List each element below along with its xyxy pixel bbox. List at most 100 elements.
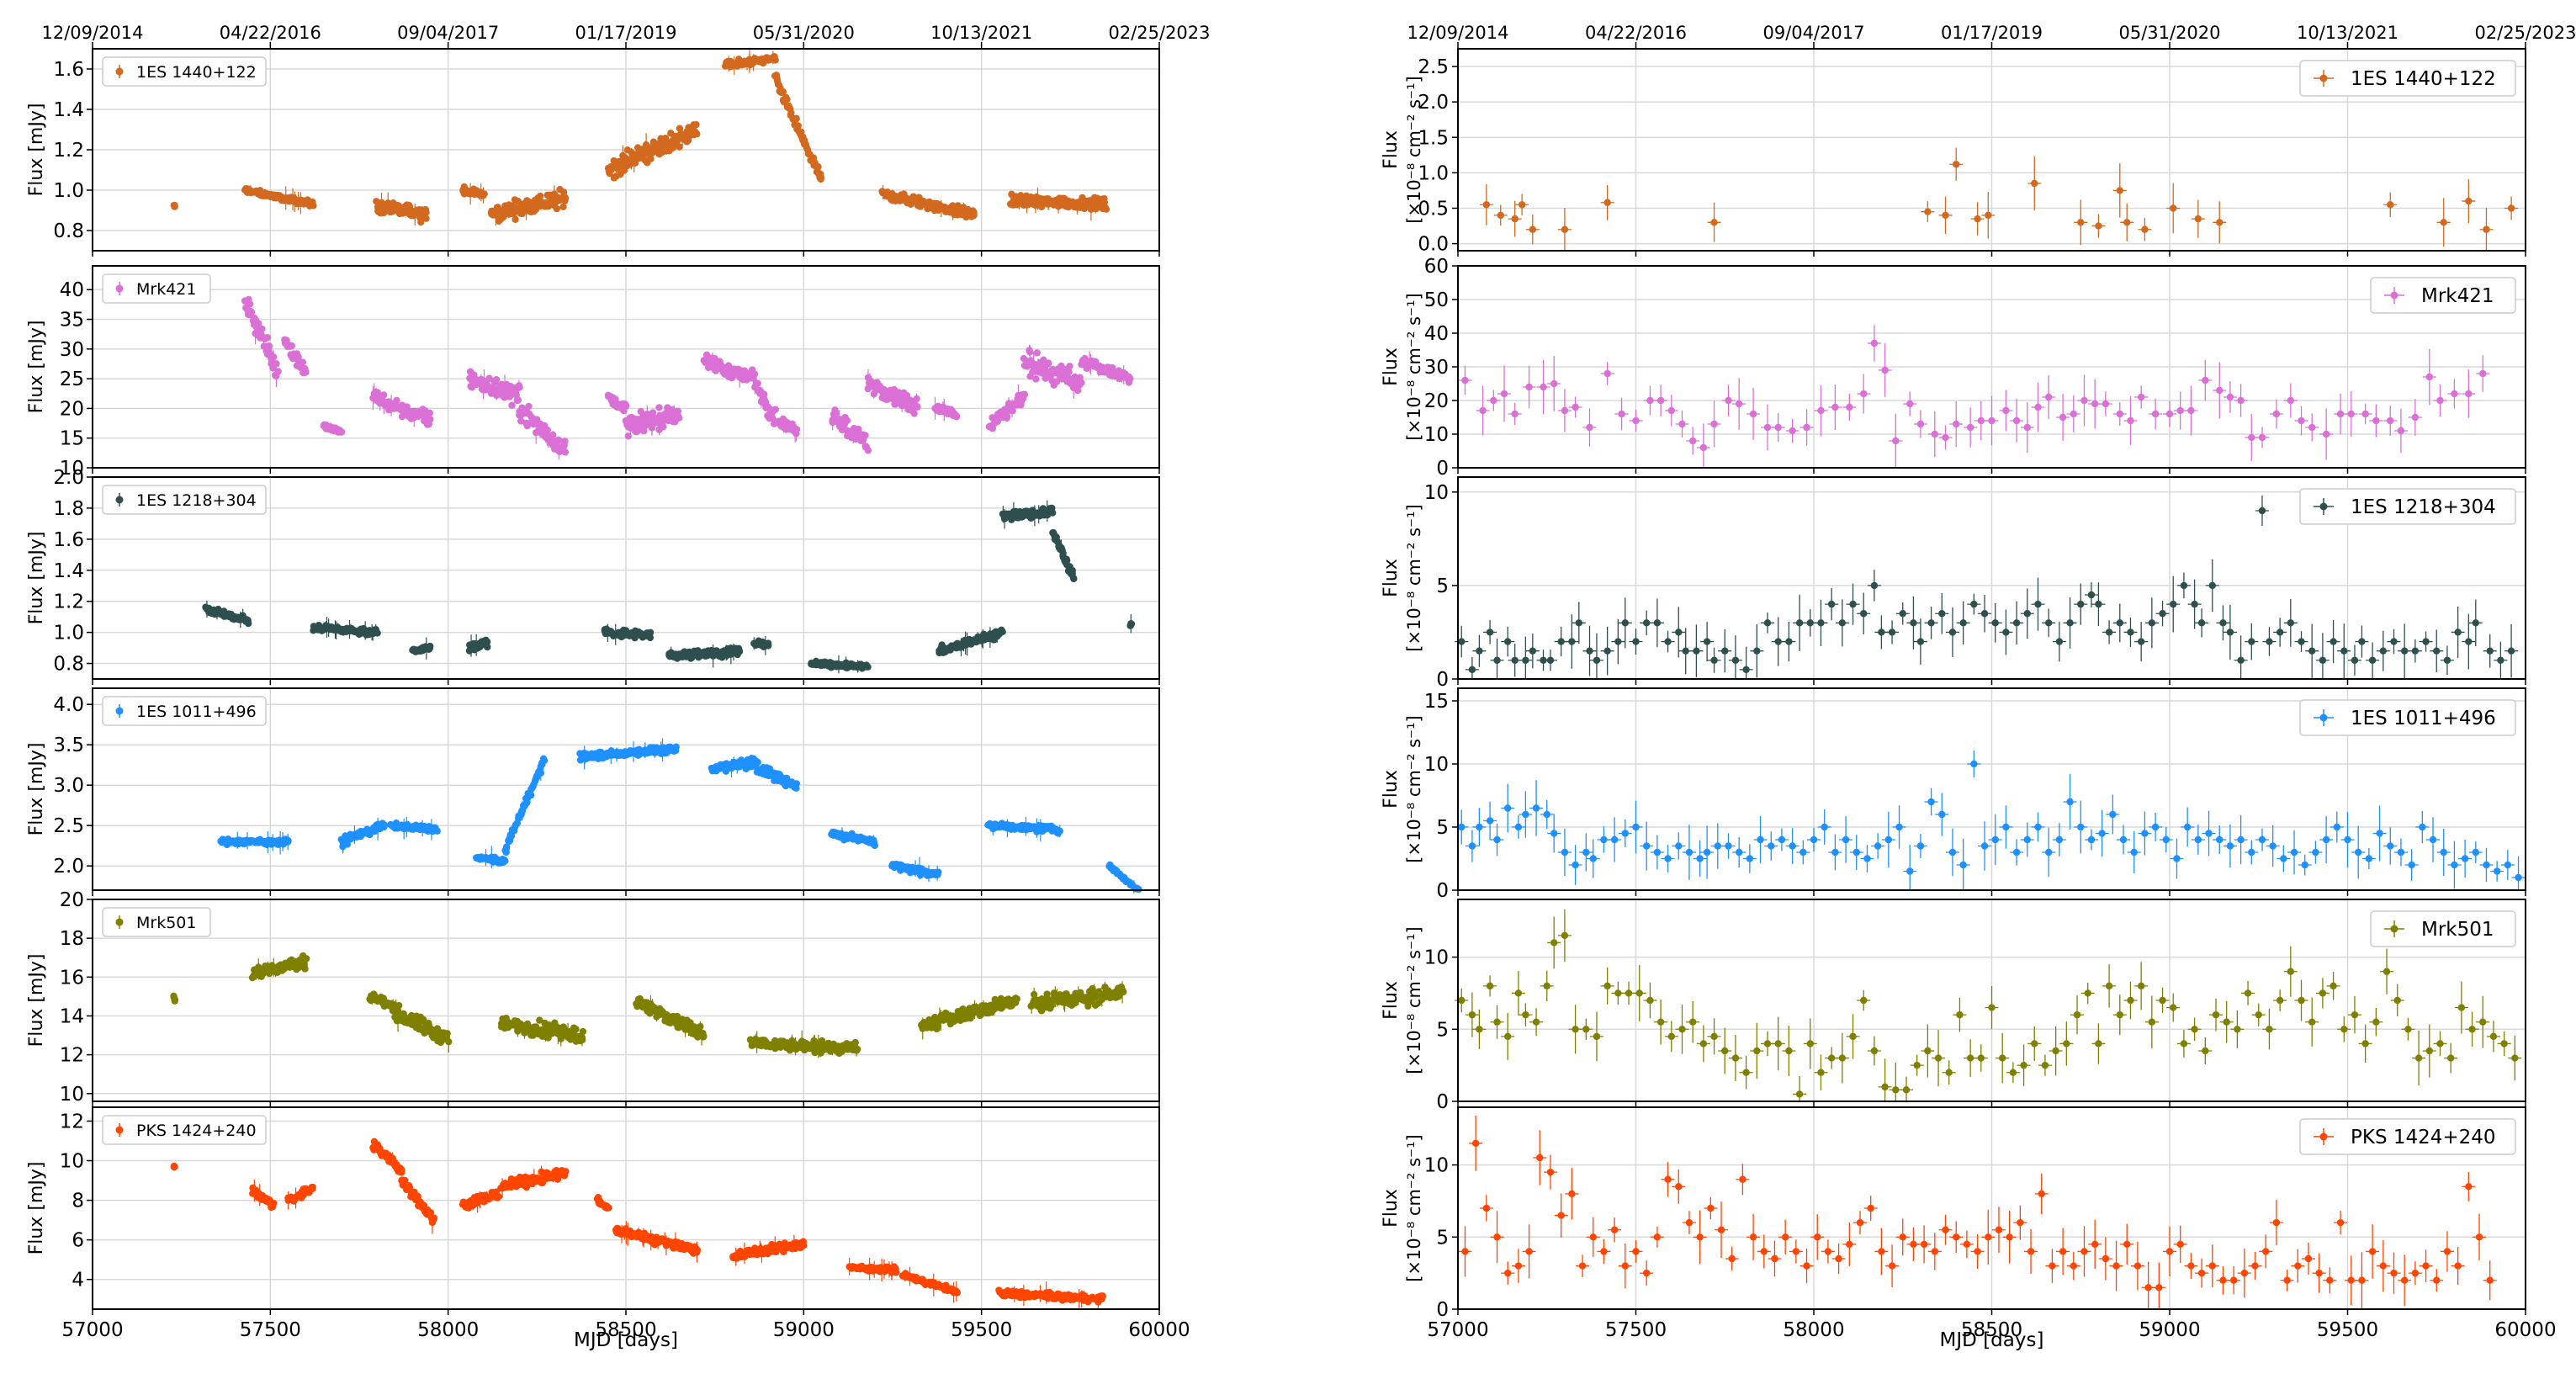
data-point	[851, 1038, 859, 1047]
data-point	[572, 1026, 580, 1033]
data-point	[1066, 363, 1073, 370]
data-point	[792, 430, 800, 438]
y-tick-label: 1.8	[53, 498, 84, 520]
y-tick-label: 4.0	[53, 694, 84, 716]
y-tick-label: 2.0	[53, 856, 84, 878]
top-date-label: 10/13/2021	[930, 23, 1032, 43]
data-point	[288, 342, 295, 350]
data-point	[561, 194, 570, 202]
y-tick-label: 20	[60, 889, 84, 911]
data-point	[754, 758, 761, 766]
data-point	[1126, 622, 1134, 629]
data-point	[561, 448, 570, 456]
data-point	[553, 204, 560, 213]
data-point	[754, 379, 761, 387]
data-point	[914, 403, 921, 411]
data-point	[676, 414, 683, 422]
data-point	[445, 1037, 453, 1046]
data-point	[511, 215, 519, 223]
y-tick-label: 0.8	[53, 220, 84, 242]
data-point	[170, 1162, 178, 1170]
data-point	[374, 629, 381, 637]
data-point	[792, 114, 800, 123]
legend-label: Mrk421	[136, 280, 196, 299]
top-date-label: 09/04/2017	[397, 23, 499, 43]
data-point	[832, 409, 840, 417]
y-axis-label: Flux [mJy]	[26, 103, 47, 197]
legend-marker	[115, 284, 124, 293]
data-point	[692, 120, 700, 129]
legend-marker	[115, 496, 124, 504]
top-date-label: 12/09/2014	[41, 23, 143, 43]
y-tick-label: 1.4	[53, 99, 84, 121]
data-point	[676, 125, 684, 132]
y-tick-label: 3.5	[53, 735, 84, 756]
data-point	[395, 1001, 403, 1010]
data-point	[1126, 374, 1134, 382]
data-point	[693, 130, 701, 138]
data-point	[672, 743, 680, 750]
data-point	[646, 629, 655, 636]
data-point	[999, 628, 1006, 636]
data-point	[676, 143, 683, 151]
y-axis-label: Flux [mJy]	[26, 321, 47, 414]
y-tick-label: 14	[60, 1005, 84, 1027]
data-point	[697, 1022, 704, 1031]
y-tick-label: 1.6	[53, 59, 84, 81]
data-point	[536, 192, 544, 200]
data-point	[430, 1214, 438, 1222]
y-tick-label: 16	[60, 967, 84, 989]
data-point	[1069, 574, 1078, 582]
y-tick-label: 20	[60, 398, 84, 420]
data-point	[649, 409, 657, 416]
data-point	[562, 1168, 570, 1175]
data-point	[814, 163, 822, 171]
y-tick-label: 30	[60, 339, 84, 361]
data-point	[864, 663, 872, 671]
panel-mrk501: 10 12 14 16 18 20 Flux [mJy] Mrk501	[26, 889, 1160, 1107]
data-point	[284, 836, 292, 845]
data-point	[255, 320, 262, 327]
series-mrk421	[241, 295, 1134, 460]
panel-1es-1218-304: 0.8 1.0 1.2 1.4 1.6 1.8 2.0 Flux [mJy] 1ES 1218+…	[26, 467, 1160, 685]
data-point	[559, 203, 567, 210]
data-point	[514, 396, 522, 404]
data-point	[244, 619, 252, 628]
data-point	[549, 431, 557, 439]
data-point	[561, 438, 569, 445]
data-point	[525, 402, 533, 411]
data-point	[393, 396, 400, 405]
data-point	[674, 407, 682, 415]
data-point	[544, 202, 553, 210]
data-point	[302, 369, 310, 376]
data-point	[624, 432, 632, 440]
data-point	[501, 857, 509, 865]
data-point	[693, 1246, 702, 1254]
top-date-label: 02/25/2023	[1108, 23, 1210, 43]
data-point	[1032, 375, 1040, 383]
y-tick-label: 1.0	[53, 623, 84, 644]
data-point	[269, 353, 278, 361]
series-1es-1218-304	[202, 500, 1136, 674]
panel-1es-1440-122: 0.8 1.0 1.2 1.4 1.6 Flux [mJy] 1ES 1440+122	[26, 47, 1160, 257]
y-axis-label: Flux [mJy]	[26, 954, 47, 1048]
y-axis-label: Flux [mJy]	[26, 743, 47, 836]
y-tick-label: 1.2	[53, 140, 84, 162]
data-point	[433, 827, 441, 835]
data-point	[246, 300, 254, 308]
data-point	[480, 190, 488, 198]
y-tick-label: 1.0	[53, 180, 84, 202]
left-optical-chart: 12/09/2014 04/22/2016 09/04/2017 01/17/2019…	[26, 23, 1211, 1351]
y-tick-label: 1.2	[53, 591, 84, 613]
data-point	[913, 395, 920, 403]
data-point	[864, 447, 872, 454]
y-tick-label: 2.0	[53, 467, 84, 489]
y-tick-label: 12	[60, 1045, 84, 1067]
data-point	[779, 88, 787, 96]
data-point	[1120, 988, 1127, 996]
data-point	[422, 209, 430, 216]
legend-marker	[115, 707, 124, 715]
data-point	[579, 1027, 587, 1036]
